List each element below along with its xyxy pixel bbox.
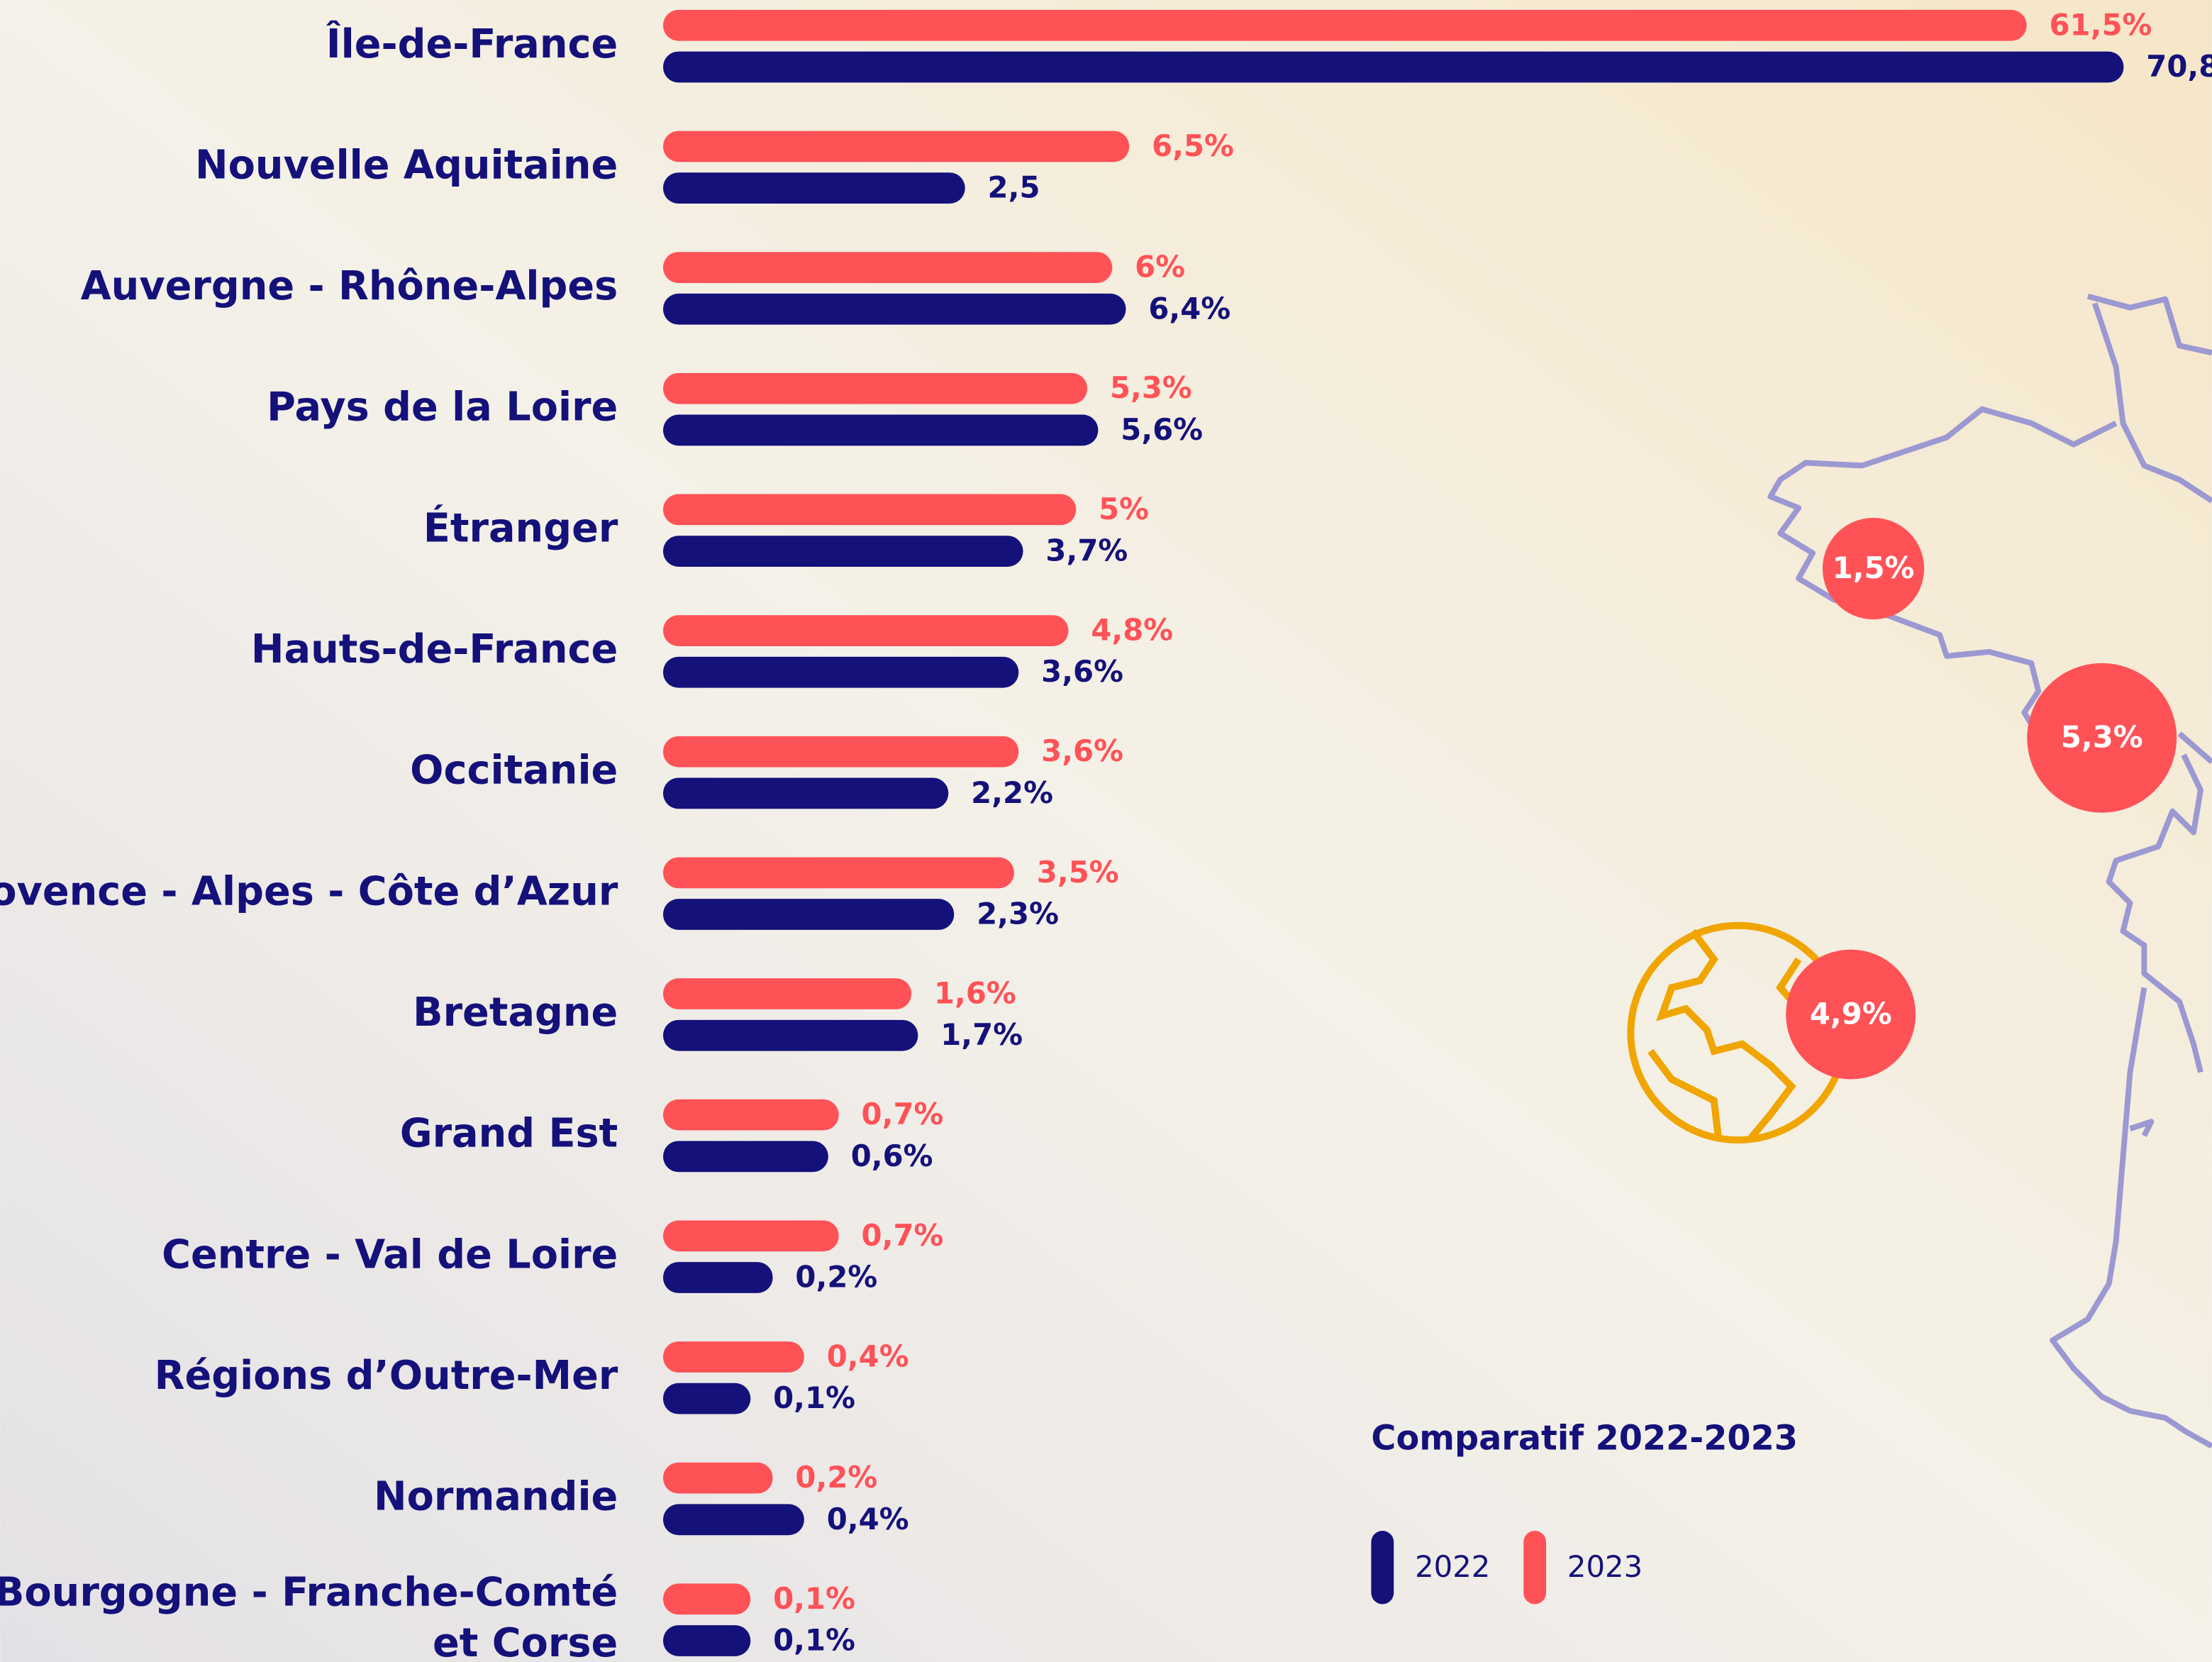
bar xyxy=(662,252,1113,283)
category-label: Grand Est xyxy=(400,1111,618,1157)
category-label: Normandie xyxy=(374,1474,618,1520)
category-label: Bretagne xyxy=(413,990,618,1036)
bar xyxy=(662,1099,839,1131)
bar xyxy=(662,615,1069,646)
value-label: 0,4% xyxy=(827,1502,909,1536)
bar xyxy=(662,9,2027,41)
bar xyxy=(662,1341,804,1373)
category-label: Provence - Alpes - Côte d’Azur xyxy=(0,868,618,914)
value-label: 2,5 xyxy=(988,170,1040,205)
bar xyxy=(662,1019,918,1051)
legend-title: Comparatif 2022-2023 xyxy=(1371,1419,1798,1458)
map-bubble xyxy=(2027,663,2177,813)
value-label: 0,7% xyxy=(862,1097,944,1131)
value-label: 1,6% xyxy=(934,976,1016,1011)
bar xyxy=(662,899,955,930)
bar xyxy=(662,172,965,204)
legend-label: 2022 xyxy=(1415,1549,1490,1584)
value-label: 4,8% xyxy=(1091,613,1173,648)
value-label: 6,5% xyxy=(1152,128,1234,163)
bar xyxy=(662,978,912,1009)
category-label: Pays de la Loire xyxy=(267,384,618,431)
map-bubble-label: 1,5% xyxy=(1833,550,1915,585)
value-label: 2,3% xyxy=(977,897,1059,931)
bar xyxy=(662,494,1077,526)
category-label: Bourgogne - Franche-Comté et Corse xyxy=(0,1569,618,1662)
category-label: Occitanie xyxy=(410,748,618,794)
bar xyxy=(662,293,1126,325)
bar xyxy=(662,536,1023,567)
value-label: 0,1% xyxy=(773,1380,855,1415)
bar xyxy=(662,1462,773,1494)
bar xyxy=(662,1583,751,1615)
category-label: Nouvelle Aquitaine xyxy=(195,142,618,188)
value-label: 0,2% xyxy=(795,1259,877,1294)
value-label: 3,7% xyxy=(1045,533,1128,568)
map-bubble-label: 5,3% xyxy=(2061,720,2143,755)
map-bubble-label: 4,9% xyxy=(1810,997,1892,1031)
value-label: 6% xyxy=(1135,250,1185,284)
value-label: 0,4% xyxy=(827,1339,909,1373)
bar xyxy=(662,736,1019,768)
value-label: 0,2% xyxy=(795,1460,877,1495)
value-label: 0,7% xyxy=(862,1218,944,1253)
value-label: 6,4% xyxy=(1148,291,1230,326)
bar xyxy=(662,1262,773,1293)
legend-swatch xyxy=(1371,1531,1394,1605)
value-label: 61,5% xyxy=(2050,7,2152,42)
bar xyxy=(662,372,1088,404)
bar xyxy=(662,1504,804,1536)
category-label: Hauts-de-France xyxy=(251,626,618,672)
value-label: 5% xyxy=(1099,492,1149,526)
value-label: 3,6% xyxy=(1041,654,1123,689)
value-label: 1,7% xyxy=(940,1017,1023,1052)
value-label: 3,6% xyxy=(1041,733,1123,768)
bar xyxy=(662,51,2124,83)
category-label: Régions d’Outre-Mer xyxy=(155,1353,618,1399)
value-label: 70,8% xyxy=(2146,49,2212,84)
legend-swatch xyxy=(1523,1531,1547,1605)
bar xyxy=(662,1625,751,1656)
bar xyxy=(662,857,1014,889)
value-label: 3,5% xyxy=(1037,855,1119,890)
value-label: 0,1% xyxy=(773,1622,855,1657)
bar xyxy=(662,1141,828,1173)
value-label: 2,2% xyxy=(971,775,1053,810)
legend-label: 2023 xyxy=(1567,1549,1643,1584)
value-label: 5,6% xyxy=(1121,412,1203,447)
value-label: 0,1% xyxy=(773,1581,855,1616)
category-label: Étranger xyxy=(423,504,618,551)
map-bubble xyxy=(1786,949,1916,1080)
bar xyxy=(662,656,1019,688)
map-bubble xyxy=(1822,517,1925,620)
category-label: Île-de-France xyxy=(326,21,618,67)
bar xyxy=(662,777,949,809)
map-outline xyxy=(1767,293,2212,1449)
category-label: Auvergne - Rhône-Alpes xyxy=(81,263,618,309)
bar xyxy=(662,414,1099,446)
value-label: 5,3% xyxy=(1110,370,1192,405)
bar xyxy=(662,1383,751,1414)
bar xyxy=(662,131,1130,162)
value-label: 0,6% xyxy=(851,1139,933,1173)
bar xyxy=(662,1220,839,1252)
category-label: Centre - Val de Loire xyxy=(162,1231,618,1278)
